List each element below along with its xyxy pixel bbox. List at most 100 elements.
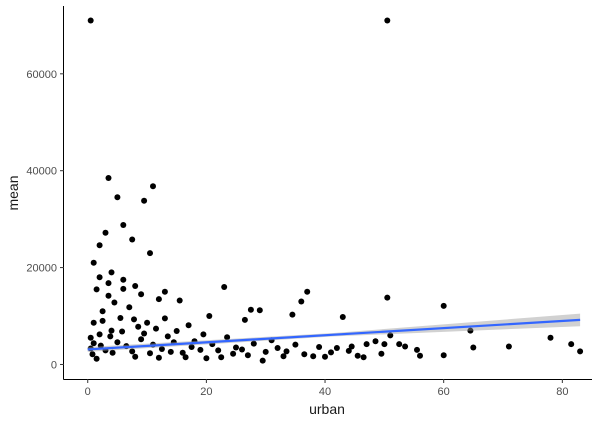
data-point	[155, 354, 162, 361]
data-point	[378, 350, 385, 357]
data-point	[381, 341, 388, 348]
data-point	[114, 194, 121, 201]
data-point	[298, 298, 305, 305]
data-point	[105, 175, 112, 181]
data-point	[99, 308, 106, 315]
data-point	[316, 344, 323, 350]
data-point	[218, 354, 225, 361]
data-point	[505, 343, 512, 350]
data-point	[348, 343, 355, 350]
data-point	[467, 327, 474, 334]
x-tick-label: 20	[200, 386, 212, 398]
data-point	[244, 352, 251, 359]
data-point	[105, 292, 112, 299]
y-tick-label: 40000	[26, 166, 57, 178]
data-point	[197, 346, 204, 353]
data-point	[402, 343, 409, 350]
data-point	[107, 333, 114, 340]
data-point	[224, 334, 231, 341]
data-point	[328, 349, 334, 356]
data-point	[259, 357, 266, 364]
data-point	[310, 353, 317, 360]
data-point	[132, 283, 139, 289]
data-point	[120, 276, 127, 283]
data-point	[230, 350, 237, 357]
x-tick-label: 80	[556, 386, 568, 398]
data-point	[138, 336, 145, 343]
data-point	[167, 348, 174, 355]
plot-panel	[87, 17, 584, 364]
data-point	[161, 315, 168, 322]
data-point	[188, 344, 195, 350]
data-point	[135, 323, 142, 330]
data-point	[233, 344, 239, 351]
data-point	[108, 327, 115, 334]
data-point	[301, 351, 308, 358]
data-point	[372, 338, 379, 345]
data-point	[360, 354, 367, 361]
data-point	[90, 340, 97, 347]
data-point	[102, 229, 109, 236]
x-tick-label: 60	[438, 386, 450, 398]
data-point	[120, 285, 127, 292]
data-point	[185, 322, 192, 329]
data-point	[470, 344, 477, 351]
data-point	[289, 311, 296, 318]
data-point	[117, 315, 124, 321]
data-point	[304, 288, 311, 295]
data-point	[173, 328, 180, 334]
data-point	[203, 355, 210, 362]
data-point	[333, 345, 340, 351]
data-point	[131, 316, 137, 323]
trend-line	[87, 318, 581, 351]
data-point	[414, 346, 420, 353]
data-point	[440, 302, 447, 309]
data-point	[114, 339, 121, 346]
data-point	[396, 341, 403, 348]
data-point	[96, 274, 103, 281]
data-point	[144, 319, 151, 326]
data-point	[568, 341, 575, 348]
data-point	[97, 342, 104, 349]
data-point	[129, 236, 136, 243]
data-point	[99, 317, 106, 324]
data-point	[206, 313, 213, 319]
data-point	[384, 294, 391, 301]
data-point	[280, 353, 287, 360]
data-point	[158, 346, 165, 352]
data-point	[345, 347, 352, 354]
data-point	[221, 284, 228, 290]
data-point	[354, 352, 361, 359]
data-point	[292, 341, 299, 348]
y-tick-label: 0	[51, 359, 57, 371]
data-point	[262, 348, 269, 355]
data-point	[250, 340, 257, 347]
data-point	[150, 183, 156, 190]
data-point	[417, 352, 423, 359]
data-point	[90, 319, 97, 326]
data-point	[247, 306, 254, 313]
data-point	[164, 333, 171, 340]
y-axis-title: mean	[5, 175, 21, 210]
data-point	[182, 354, 189, 361]
data-point	[109, 349, 116, 356]
data-point	[93, 355, 100, 362]
data-point	[215, 347, 222, 354]
data-point	[363, 341, 370, 348]
data-point	[132, 353, 139, 360]
data-point	[96, 242, 103, 249]
data-point	[141, 330, 148, 337]
data-point	[147, 350, 153, 357]
data-point	[322, 353, 328, 360]
data-point	[119, 328, 126, 335]
data-point	[161, 288, 168, 295]
data-point	[87, 334, 94, 341]
data-point	[89, 351, 96, 358]
data-point	[108, 269, 115, 276]
data-point	[129, 348, 136, 355]
x-tick-label: 40	[319, 386, 331, 398]
data-point	[96, 331, 103, 338]
data-point	[239, 346, 245, 353]
axis-ticks: 0 20 40 60 80 0 20000 40000 60000	[26, 69, 568, 398]
data-point	[111, 299, 118, 306]
